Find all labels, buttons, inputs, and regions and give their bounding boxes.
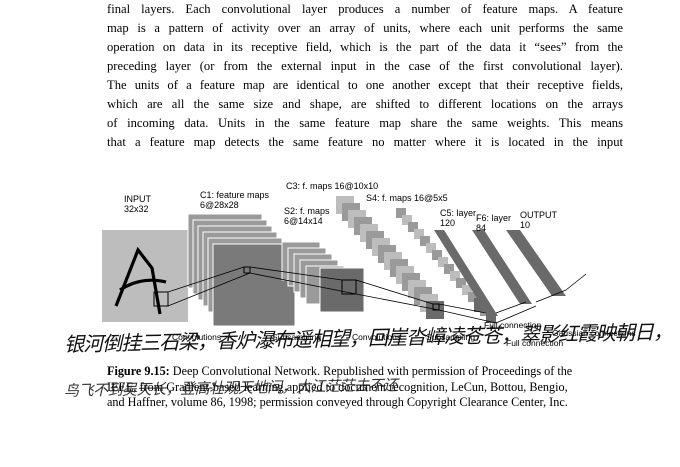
caption-label: Figure 9.15: [107,364,170,378]
paragraph-line: operation on data in its receptive field… [107,40,623,54]
c3-receptive-field [432,303,440,311]
paragraph-line: of incoming data. Units in the same feat… [107,116,623,130]
paragraph-line: which are all the same size and shape, a… [107,97,623,111]
bottom-label-gaussian: Gaussian connections [552,328,636,338]
connection-lines [167,266,587,324]
paragraph-line: final layers. Each convolutional layer p… [107,2,623,16]
output-layer [506,230,566,296]
s2-label: S2: f. maps 6@14x14 [284,206,330,226]
caption-line: and Haffner, volume 86, 1998; permission… [107,395,568,409]
bottom-label-subsampling-1: Subsampling [272,332,321,342]
output-label: OUTPUT 10 [520,210,558,230]
bottom-label-full-connection-2: Full connection [506,338,563,348]
caption-line: IEEE, from Gradient-based learning appli… [107,379,568,394]
c3-label: C3: f. maps 16@10x10 [286,181,378,191]
figure-caption: Figure 9.15: Deep Convolutional Network.… [107,364,623,411]
lenet-diagram: INPUT 32x32 C1: feature maps 6@28x28 S2: f… [102,181,636,348]
paragraph-line: map is a pattern of activity over an arr… [107,21,623,35]
bottom-label-convolutions-2: Convolutions [352,332,401,342]
input-image [102,230,188,322]
paragraph-line: The units of a feature map are identical… [107,78,623,92]
bottom-label-full-connection-1: Full connection [484,320,541,330]
bottom-label-convolutions-1: Convolutions [172,332,221,342]
paragraph-line: preceding layer (or from the external in… [107,59,623,73]
c3-feature-maps [336,196,444,319]
caption-text: Deep Convolutional Network. Republished … [169,364,573,378]
input-receptive-field [153,291,169,307]
f6-label: F6: layer 84 [476,213,511,233]
input-letter-a [114,246,167,315]
c1-label: C1: feature maps 6@28x28 [200,190,270,210]
f6-layer [472,230,532,304]
s4-label: S4: f. maps 16@5x5 [366,193,448,203]
c5-unit [474,298,486,312]
input-label: INPUT 32x32 [124,194,152,214]
s2-receptive-field [341,279,357,295]
c1-receptive-field [243,266,251,274]
c5-layer [434,230,498,316]
c1-feature-maps [187,213,296,327]
body-paragraph: final layers. Each convolutional layer p… [107,0,623,152]
s2-feature-maps [281,241,365,313]
c5-label: C5: layer 120 [440,208,476,228]
caption-line: Figure 9.15: Deep Convolutional Network.… [107,364,623,380]
bottom-label-subsampling-2: Subsampling [426,332,475,342]
paragraph-line: that a feature map detects the same feat… [107,135,623,149]
